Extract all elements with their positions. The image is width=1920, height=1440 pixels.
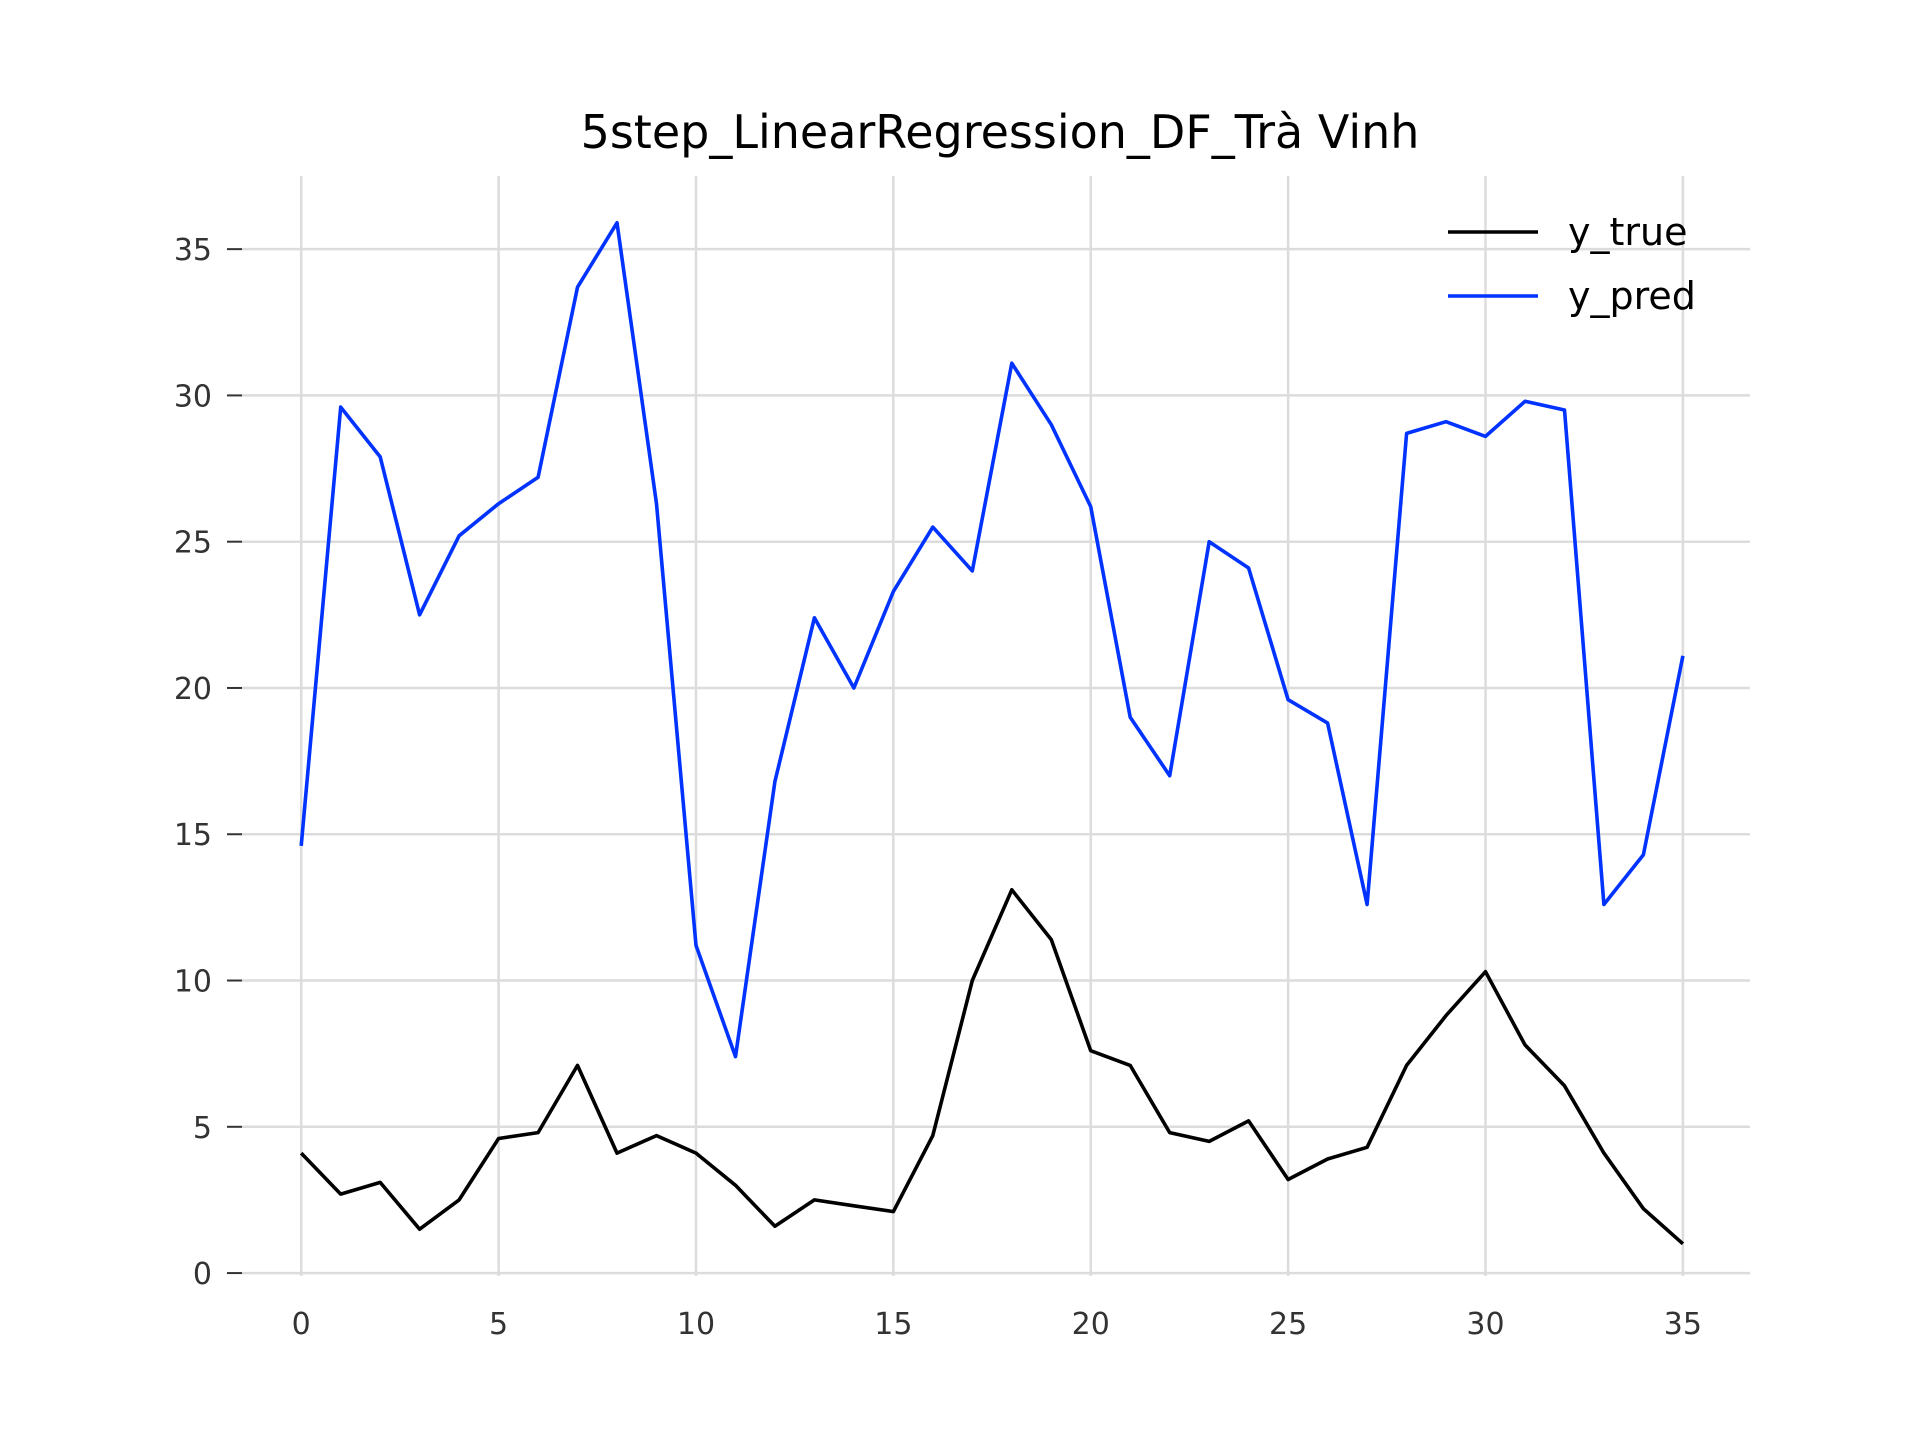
y-tick-label-20: 20 [174,672,212,707]
x-tick-label-0: 0 [292,1307,311,1342]
y-tick-label-0: 0 [193,1257,212,1292]
y-tick-label-15: 15 [174,818,212,853]
series-line-y-pred [299,221,1685,1059]
x-tick-label-10: 10 [677,1307,715,1342]
chart-title: 5step_LinearRegression_DF_Trà Vinh [581,105,1420,159]
y-tick-label-30: 30 [174,379,212,414]
series-line-y-true [299,887,1685,1246]
y-tick-label-5: 5 [193,1111,212,1146]
legend: y_true y_pred [1448,210,1696,318]
legend-label-y-pred: y_pred [1568,274,1696,318]
x-tick-label-35: 35 [1664,1307,1702,1342]
x-tick-label-30: 30 [1466,1307,1504,1342]
grid-lines [242,176,1750,1276]
x-tick-label-25: 25 [1269,1307,1307,1342]
x-tick-label-15: 15 [874,1307,912,1342]
series-lines [299,221,1685,1246]
x-tick-label-20: 20 [1072,1307,1110,1342]
legend-label-y-true: y_true [1568,210,1687,254]
x-tick-label-5: 5 [489,1307,508,1342]
y-tick-label-10: 10 [174,965,212,1000]
y-tick-label-25: 25 [174,526,212,561]
axis-ticks: 0 5 10 15 20 25 30 35 0 5 10 15 20 25 30 35 [174,233,1702,1342]
y-tick-label-35: 35 [174,233,212,268]
